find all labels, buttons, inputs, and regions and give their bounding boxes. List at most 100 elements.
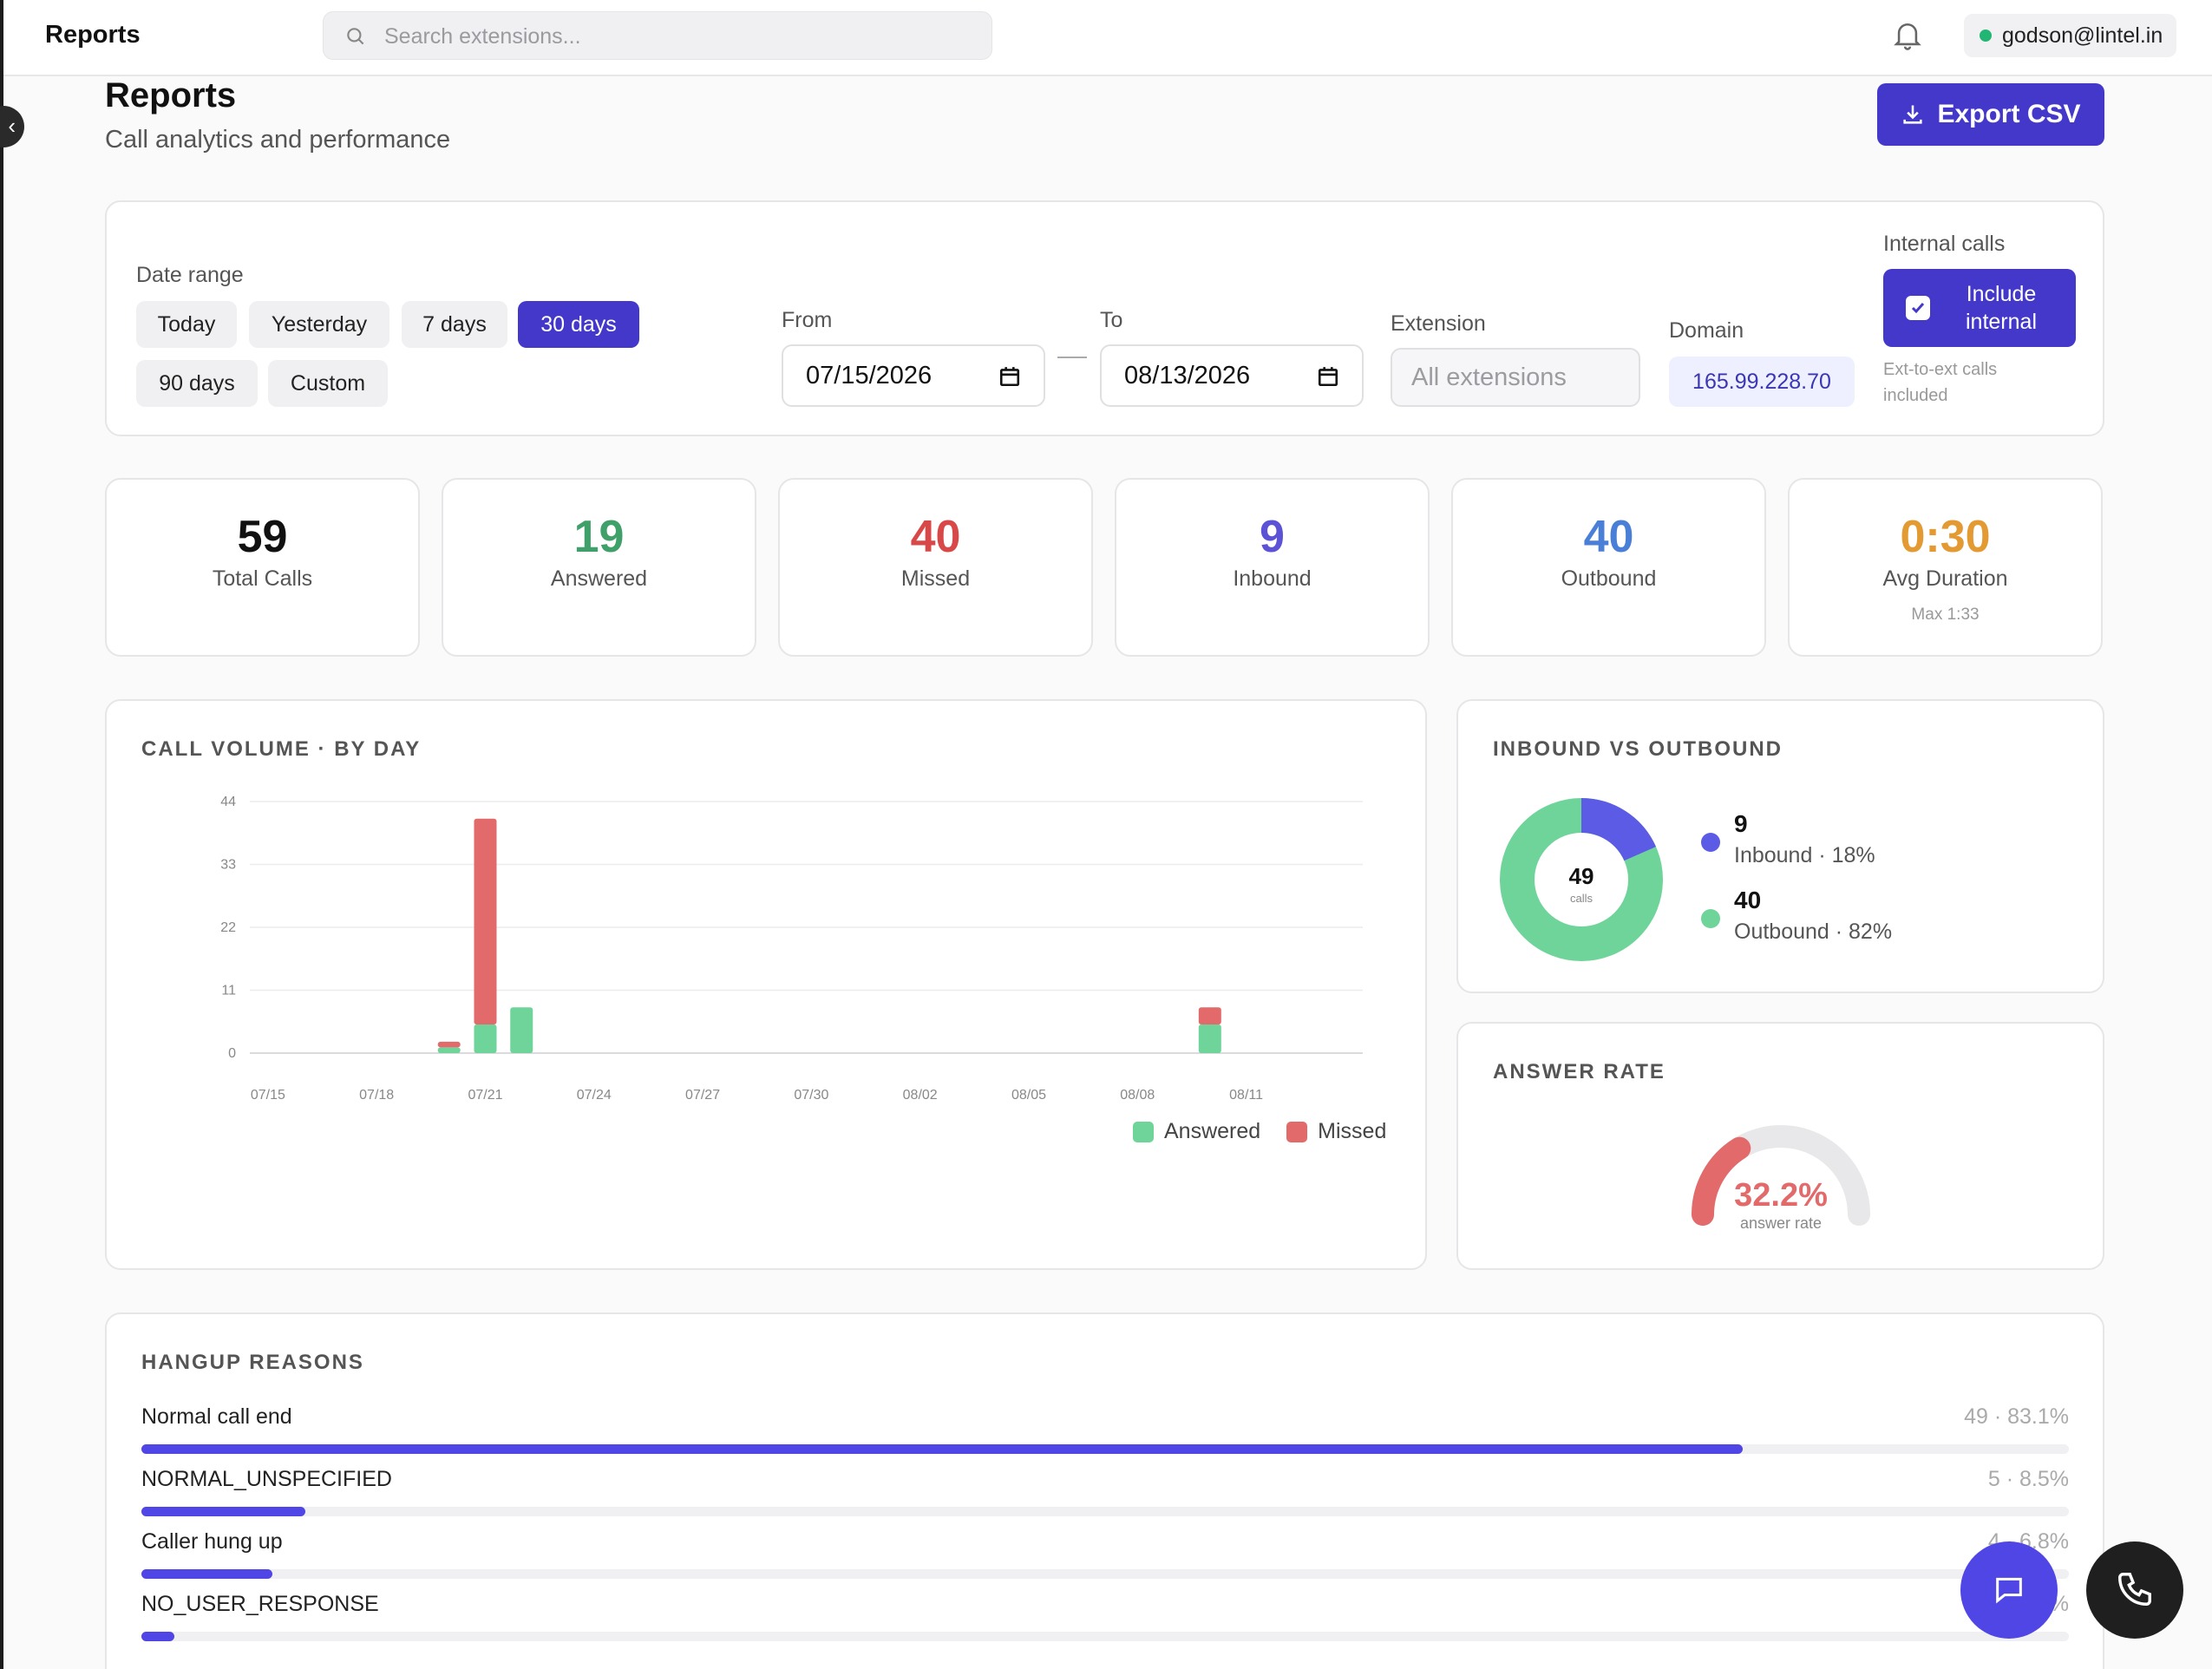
stat-label: Avg Duration — [1882, 566, 2008, 591]
bar-answered — [474, 1024, 497, 1053]
hangup-reason-value: 49 · 83.1% — [1964, 1404, 2069, 1429]
legend-swatch-missed — [1286, 1121, 1308, 1142]
preset-90-days[interactable]: 90 days — [136, 360, 258, 407]
calendar-icon[interactable] — [1317, 365, 1339, 388]
chat-button[interactable] — [1960, 1541, 2058, 1639]
internal-calls-label: Internal calls — [1883, 232, 2006, 256]
call-volume-card: CALL VOLUME · BY DAY 0 11 22 33 44 07/15 07/18… — [105, 699, 1427, 1270]
answer-rate-card: ANSWER RATE 32.2% answer rate — [1456, 1022, 2104, 1270]
extension-select[interactable]: All extensions — [1391, 348, 1640, 407]
stat-avg-duration: 0:30 Avg Duration Max 1:33 — [1788, 478, 2103, 657]
download-icon — [1903, 105, 1923, 124]
hangup-bar-fill — [141, 1507, 305, 1516]
hangup-row: NORMAL_UNSPECIFIED 5 · 8.5% — [141, 1467, 2069, 1516]
legend-missed: Missed — [1318, 1119, 1387, 1143]
stat-value: 19 — [573, 512, 625, 562]
hangup-bar-track — [141, 1632, 2069, 1641]
outbound-label: Outbound · 82% — [1734, 920, 1893, 944]
search-input[interactable] — [384, 19, 974, 54]
stat-label: Inbound — [1233, 566, 1312, 591]
phone-button[interactable] — [2086, 1541, 2183, 1639]
from-label: From — [782, 308, 833, 332]
domain-value: 165.99.228.70 — [1669, 357, 1855, 407]
y-tick-label: 11 — [221, 984, 236, 998]
notification-bell-icon[interactable] — [1893, 19, 1922, 52]
stat-outbound: 40 Outbound — [1451, 478, 1766, 657]
stat-value: 40 — [910, 512, 961, 562]
preset-yesterday[interactable]: Yesterday — [249, 301, 389, 348]
filters-card: Date range Today Yesterday 7 days 30 day… — [105, 200, 2104, 436]
stat-value: 0:30 — [1900, 512, 1991, 562]
x-tick-label: 07/15 — [251, 1088, 285, 1103]
bar-answered — [437, 1047, 461, 1053]
preset-7-days[interactable]: 7 days — [402, 301, 507, 348]
hangup-row: Caller hung up 4 · 6.8% — [141, 1529, 2069, 1579]
stat-label: Missed — [900, 566, 971, 591]
hangup-bar-track — [141, 1507, 2069, 1516]
hangup-row: NO_USER_RESPONSE 1 · 1.7% — [141, 1592, 2069, 1641]
preset-today[interactable]: Today — [136, 301, 237, 348]
hangup-bar-track — [141, 1569, 2069, 1579]
hangup-reason-name: NORMAL_UNSPECIFIED — [141, 1467, 392, 1491]
calendar-icon[interactable] — [998, 365, 1021, 388]
chat-icon — [1996, 1577, 2022, 1603]
search-box[interactable] — [323, 11, 992, 60]
stat-label: Answered — [550, 566, 648, 591]
app-title: Reports — [45, 21, 141, 49]
top-bar: Reports godson@lintel.in — [3, 0, 2212, 76]
from-date-input[interactable]: 07/15/2026 — [782, 344, 1045, 407]
answer-rate-title: ANSWER RATE — [1493, 1060, 1666, 1083]
stat-label: Total Calls — [212, 566, 313, 591]
donut-center-value: 49 — [1569, 863, 1594, 889]
legend: Answered Missed — [1133, 1119, 1386, 1144]
bar-answered — [510, 1007, 533, 1053]
preset-custom[interactable]: Custom — [268, 360, 388, 407]
y-tick-label: 33 — [220, 858, 236, 873]
bar-missed — [437, 1041, 461, 1048]
outbound-dot — [1701, 909, 1720, 928]
hangup-reasons-card: HANGUP REASONS Normal call end 49 · 83.1… — [105, 1312, 2104, 1669]
collapse-sidebar-button[interactable]: ‹ — [0, 106, 24, 147]
include-internal-toggle[interactable]: Include internal — [1883, 269, 2076, 347]
hangup-bar-fill — [141, 1444, 1744, 1454]
bar-missed — [474, 818, 497, 1025]
export-csv-button[interactable]: Export CSV — [1877, 83, 2104, 146]
include-internal-label: Include internal — [1966, 282, 2037, 334]
stat-sub: Max 1:33 — [1911, 605, 1980, 624]
bar-answered — [1198, 1024, 1221, 1053]
bar-missed — [1198, 1007, 1221, 1025]
call-volume-chart: 0 11 22 33 44 07/15 07/18 07/21 07/24 07/27 07/30 0… — [220, 795, 1363, 1103]
inbound-outbound-donut: 49 calls — [1500, 798, 1663, 961]
stat-total-calls: 59 Total Calls — [105, 478, 420, 657]
answer-rate-gauge: 32.2% answer rate — [1692, 1125, 1870, 1232]
hangup-bar-fill — [141, 1569, 273, 1579]
x-tick-label: 07/21 — [468, 1088, 502, 1103]
user-menu[interactable]: godson@lintel.in — [1964, 14, 2177, 57]
stat-missed: 40 Missed — [778, 478, 1093, 657]
gauge-fill — [1692, 1125, 1870, 1226]
stat-inbound: 9 Inbound — [1115, 478, 1430, 657]
hangup-reason-name: Caller hung up — [141, 1529, 283, 1554]
x-tick-label: 08/08 — [1120, 1088, 1155, 1103]
x-tick-label: 08/02 — [903, 1088, 938, 1103]
legend-answered: Answered — [1164, 1119, 1261, 1143]
stat-answered: 19 Answered — [442, 478, 756, 657]
stat-value: 9 — [1260, 512, 1285, 562]
chevron-left-icon: ‹ — [8, 113, 16, 139]
export-csv-label: Export CSV — [1937, 100, 2081, 128]
to-date-input[interactable]: 08/13/2026 — [1100, 344, 1364, 407]
sidebar-rail — [0, 0, 3, 1669]
x-tick-label: 07/27 — [685, 1088, 720, 1103]
inbound-dot — [1701, 833, 1720, 852]
date-range-label: Date range — [136, 263, 244, 287]
x-tick-label: 07/30 — [794, 1088, 828, 1103]
inbound-label: Inbound · 18% — [1734, 843, 1875, 867]
hangup-row: Normal call end 49 · 83.1% — [141, 1404, 2069, 1454]
hangup-reasons-title: HANGUP REASONS — [141, 1351, 364, 1374]
outbound-count: 40 — [1734, 887, 1762, 913]
x-tick-label: 07/18 — [359, 1088, 394, 1103]
to-label: To — [1100, 308, 1123, 332]
preset-30-days[interactable]: 30 days — [518, 301, 639, 348]
inbound-count: 9 — [1734, 810, 1748, 837]
page-title: Reports — [105, 76, 237, 115]
